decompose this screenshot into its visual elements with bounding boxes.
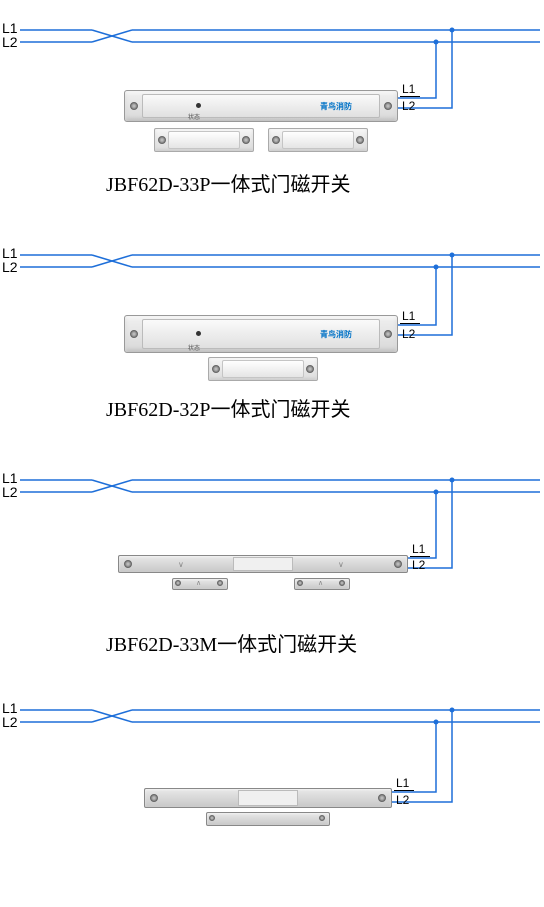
diagram-caption: JBF62D-32P一体式门磁开关: [106, 393, 350, 422]
screw-icon: [356, 136, 364, 144]
screw-icon: [130, 102, 138, 110]
diagram-caption: JBF62D-33P一体式门磁开关: [106, 168, 350, 197]
device-terminal-l2: L2: [396, 793, 409, 807]
chevron-up-icon: ∧: [196, 579, 201, 587]
screw-icon: [150, 794, 158, 802]
screw-icon: [175, 580, 181, 586]
device-terminal-l1: L1: [402, 82, 415, 96]
screw-icon: [297, 580, 303, 586]
device-terminal-l1: L1: [412, 542, 425, 556]
device-label-plate: [238, 790, 298, 806]
bus-label-l2: L2: [2, 259, 18, 275]
brand-logo: 青鸟消防: [320, 329, 352, 340]
screw-icon: [394, 560, 402, 568]
screw-icon: [158, 136, 166, 144]
screw-icon: [384, 102, 392, 110]
device-terminal-l2: L2: [412, 558, 425, 572]
diagram-section-1: L1L2L1L2状态青鸟消防JBF62D-32P一体式门磁开关: [0, 225, 544, 435]
screw-icon: [212, 365, 220, 373]
screw-icon: [130, 330, 138, 338]
led-label: 状态: [188, 343, 200, 352]
magnet-inner: [282, 131, 354, 149]
device-label-plate: [233, 557, 293, 571]
chevron-down-icon: ∨: [178, 560, 184, 569]
screw-icon: [339, 580, 345, 586]
screw-icon: [306, 365, 314, 373]
screw-icon: [384, 330, 392, 338]
screw-icon: [209, 815, 215, 821]
chevron-down-icon: ∨: [338, 560, 344, 569]
led-label: 状态: [188, 112, 200, 121]
device-terminal-l2: L2: [402, 327, 415, 341]
screw-icon: [272, 136, 280, 144]
diagram-caption: JBF62D-33M一体式门磁开关: [106, 628, 357, 657]
bus-label-l2: L2: [2, 714, 18, 730]
magnet-inner: [222, 360, 304, 378]
device-terminal-l2: L2: [402, 99, 415, 113]
bus-label-l2: L2: [2, 34, 18, 50]
screw-icon: [319, 815, 325, 821]
terminal-divider: [400, 323, 420, 324]
magnet-inner: [168, 131, 240, 149]
screw-icon: [242, 136, 250, 144]
status-led: [196, 331, 201, 336]
terminal-divider: [410, 556, 430, 557]
device-terminal-l1: L1: [402, 309, 415, 323]
door-switch-magnet-0: [206, 812, 330, 826]
diagram-section-2: L1L2L1L2∨∨∧∧JBF62D-33M一体式门磁开关: [0, 450, 544, 675]
status-led: [196, 103, 201, 108]
bus-label-l2: L2: [2, 484, 18, 500]
terminal-divider: [394, 790, 414, 791]
brand-logo: 青鸟消防: [320, 101, 352, 112]
screw-icon: [378, 794, 386, 802]
diagram-section-0: L1L2L1L2状态青鸟消防JBF62D-33P一体式门磁开关: [0, 0, 544, 210]
chevron-up-icon: ∧: [318, 579, 323, 587]
screw-icon: [217, 580, 223, 586]
terminal-divider: [400, 96, 420, 97]
screw-icon: [124, 560, 132, 568]
diagram-section-3: L1L2L1L2: [0, 680, 544, 907]
device-terminal-l1: L1: [396, 776, 409, 790]
